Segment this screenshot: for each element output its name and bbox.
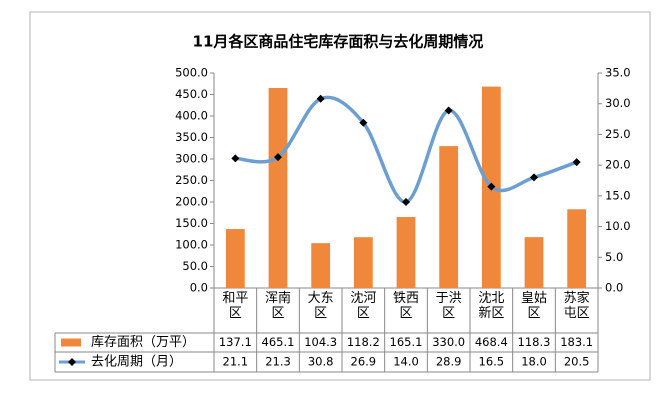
table-value: 137.1 [219,335,252,349]
bar [567,209,587,288]
marker [316,94,325,103]
bar [353,237,373,288]
x-tick-label: 浑南区 [264,291,291,321]
chart-title: 11月各区商品住宅库存面积与去化周期情况 [193,33,484,51]
y-tick-label: 200.0 [175,195,208,209]
marker [359,118,368,127]
y2-tick-label: 25.0 [605,127,631,141]
table-value: 118.2 [347,335,380,349]
marker [402,198,410,206]
y2-tick-label: 0.0 [605,281,623,295]
y-tick-label: 300.0 [175,152,208,166]
marker [487,182,496,191]
x-tick-label: 苏家屯区 [563,291,590,321]
y-tick-label: 100.0 [175,238,208,252]
y-tick-label: 250.0 [175,173,208,187]
table-value: 330.0 [432,335,465,349]
bar [225,229,245,288]
y2-tick-label: 5.0 [605,250,623,264]
legend-label: 库存面积（万平） [91,334,195,350]
y2-tick-label: 10.0 [605,219,631,233]
y2-tick-label: 15.0 [605,188,631,202]
y2-tick-label: 20.0 [605,158,631,172]
bar [268,88,288,288]
x-tick-label: 铁西区 [392,291,419,321]
marker [572,158,581,167]
table-value: 183.1 [560,335,593,349]
x-tick-label: 皇姑区 [520,291,547,321]
bar [439,146,459,288]
x-tick-label: 大东区 [307,291,334,321]
x-tick-label: 和平区 [222,291,249,321]
table-value: 28.9 [436,355,462,369]
y-tick-label: 400.0 [175,109,208,123]
table-value: 165.1 [390,335,423,349]
x-tick-label: 于洪区 [435,291,462,321]
table-value: 14.0 [393,355,419,369]
table-value: 118.3 [518,335,551,349]
table-value: 20.5 [564,355,590,369]
x-tick-label: 沈河区 [350,291,377,321]
table-value: 26.9 [351,355,377,369]
bar [396,217,416,288]
table-value: 18.0 [521,355,547,369]
y-tick-label: 150.0 [175,216,208,230]
bar [524,237,544,288]
table-value: 16.5 [479,355,505,369]
y2-tick-label: 35.0 [605,66,631,80]
legend-marker [68,358,76,366]
table-value: 465.1 [262,335,295,349]
y-tick-label: 450.0 [175,87,208,101]
legend-key [61,338,81,347]
y-tick-label: 50.0 [182,259,208,273]
table-value: 104.3 [304,335,337,349]
chart-border [29,11,651,381]
y-tick-label: 0.0 [190,281,208,295]
marker [444,106,453,115]
marker [530,173,538,182]
y2-tick-label: 30.0 [605,96,631,110]
marker [231,154,240,163]
y-tick-label: 500.0 [175,66,208,80]
legend-label: 去化周期（月） [91,355,182,370]
table-value: 30.8 [308,355,334,369]
marker [274,153,282,162]
y-tick-label: 350.0 [175,130,208,144]
x-tick-label: 沈北新区 [478,291,505,321]
table-value: 21.1 [223,355,249,369]
bar [311,243,331,288]
table-value: 468.4 [475,335,508,349]
table-value: 21.3 [265,355,291,369]
